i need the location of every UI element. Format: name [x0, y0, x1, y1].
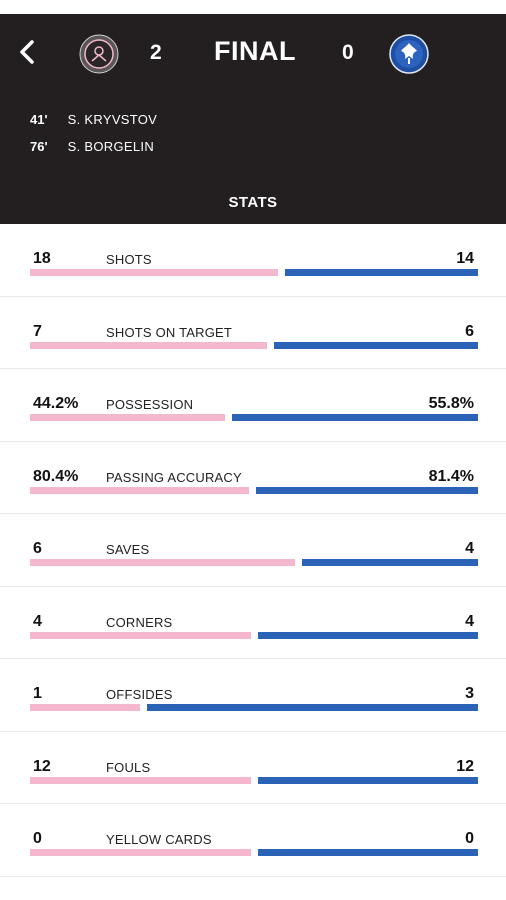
away-stat-value: 6: [465, 322, 474, 340]
cf-montreal-crest-icon: [389, 34, 429, 74]
home-share-bar: [30, 414, 225, 421]
stats-list: 18 SHOTS 14 7 SHOTS ON TARGET 6 44.2% POSSESSIO…: [0, 224, 506, 877]
home-team-logo[interactable]: [79, 34, 119, 74]
home-share-bar: [30, 631, 251, 639]
stats-tab[interactable]: STATS: [228, 194, 278, 211]
home-share-bar: [30, 849, 251, 856]
goal-minute: 41': [30, 112, 48, 127]
stat-row: 0 YELLOW CARDS 0: [0, 804, 506, 877]
home-share-bar: [30, 776, 251, 784]
away-stat-value: 14: [456, 250, 474, 267]
away-team-logo[interactable]: [389, 34, 429, 74]
home-stat-value: 12: [33, 757, 51, 775]
stat-comparison-bar: [30, 341, 478, 349]
stat-row: 80.4% PASSING ACCURACY 81.4%: [0, 442, 506, 514]
away-share-bar: [258, 631, 478, 639]
away-share-bar: [302, 559, 478, 566]
stat-label: OFFSIDES: [106, 687, 173, 702]
goal-minute: 76': [30, 139, 48, 154]
stat-comparison-bar: [30, 631, 478, 639]
away-stat-value: 81.4%: [428, 467, 474, 485]
stat-label: CORNERS: [106, 614, 173, 630]
stat-label: SHOTS ON TARGET: [106, 324, 233, 340]
stat-comparison-bar: [30, 269, 478, 276]
stat-comparison-bar: [30, 704, 478, 711]
home-stat-value: 6: [33, 540, 42, 557]
stat-comparison-bar: [30, 414, 478, 421]
home-stat-value: 18: [33, 250, 51, 267]
goal-scorer: S. KRYVSTOV: [67, 112, 158, 127]
home-share-bar: [30, 704, 140, 711]
stat-label: SAVES: [106, 542, 150, 557]
stat-comparison-bar: [30, 559, 478, 566]
stat-label: SHOTS: [106, 252, 152, 267]
away-stat-value: 55.8%: [428, 395, 474, 412]
stat-row: 1 OFFSIDES 3: [0, 659, 506, 732]
stat-label: YELLOW CARDS: [106, 832, 212, 847]
stat-comparison-bar: [30, 849, 478, 856]
stat-label: PASSING ACCURACY: [106, 469, 242, 485]
stat-row: 12 FOULS 12: [0, 732, 506, 804]
home-stat-value: 7: [33, 322, 42, 340]
home-stat-value: 0: [33, 830, 42, 847]
away-stat-value: 4: [465, 612, 474, 630]
stat-label: POSSESSION: [106, 397, 194, 412]
match-header: 2 FINAL 0 41' S. KRYVSTOV 76' S. BORGELI…: [0, 14, 506, 224]
inter-miami-crest-icon: [79, 34, 119, 74]
away-stat-value: 3: [465, 685, 474, 702]
away-stat-value: 0: [465, 830, 474, 847]
chevron-left-icon: [20, 40, 34, 64]
home-stat-value: 4: [33, 612, 42, 630]
back-button[interactable]: [14, 36, 42, 68]
away-share-bar: [232, 414, 478, 421]
match-status: FINAL: [214, 36, 296, 66]
away-share-bar: [256, 486, 478, 494]
stat-row: 4 CORNERS 4: [0, 587, 506, 659]
goal-event: 41' S. KRYVSTOV: [30, 112, 157, 127]
stat-row: 7 SHOTS ON TARGET 6: [0, 297, 506, 369]
away-stat-value: 4: [465, 540, 474, 557]
home-share-bar: [30, 269, 278, 276]
goal-scorer: S. BORGELIN: [67, 139, 155, 154]
away-stat-value: 12: [456, 757, 474, 775]
home-stat-value: 80.4%: [33, 467, 79, 485]
stat-comparison-bar: [30, 486, 478, 494]
goal-event: 76' S. BORGELIN: [30, 139, 154, 154]
away-share-bar: [147, 704, 478, 711]
stat-comparison-bar: [30, 776, 478, 784]
away-share-bar: [274, 341, 478, 349]
stat-row: 44.2% POSSESSION 55.8%: [0, 369, 506, 442]
home-share-bar: [30, 341, 267, 349]
status-bar-area: [0, 0, 506, 14]
away-share-bar: [258, 776, 478, 784]
away-score: 0: [342, 41, 354, 64]
home-stat-value: 44.2%: [33, 395, 79, 412]
stat-label: FOULS: [106, 759, 151, 775]
home-share-bar: [30, 559, 295, 566]
home-stat-value: 1: [33, 685, 42, 702]
home-share-bar: [30, 486, 249, 494]
away-share-bar: [258, 849, 478, 856]
home-score: 2: [150, 41, 162, 64]
stat-row: 6 SAVES 4: [0, 514, 506, 587]
stat-row: 18 SHOTS 14: [0, 224, 506, 297]
away-share-bar: [285, 269, 478, 276]
